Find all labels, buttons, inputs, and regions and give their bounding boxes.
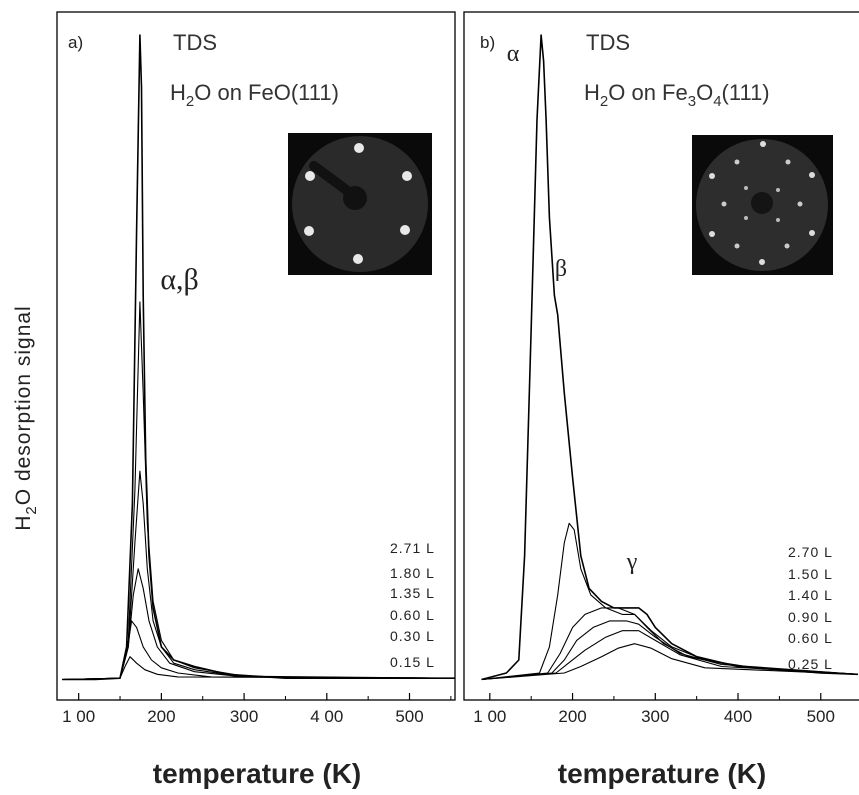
peak-annotation: β xyxy=(555,256,567,282)
series-line-0-90-l xyxy=(481,620,859,681)
system-title-part: H xyxy=(170,80,186,105)
legend-label: 1.35 L xyxy=(390,585,435,601)
panel-b-frame xyxy=(463,11,859,701)
system-title-part: H xyxy=(584,80,600,105)
panel-a-method: TDS xyxy=(173,30,217,55)
y-axis-label: H2O desorption signal xyxy=(12,305,40,530)
peak-annotation: α xyxy=(507,41,520,67)
system-title-part: (111) xyxy=(722,80,770,105)
panel-a-label: a) xyxy=(68,33,83,52)
series-line-0-25-l xyxy=(481,643,859,681)
legend-label: 1.80 L xyxy=(390,565,435,581)
legend-label: 1.50 L xyxy=(788,566,833,582)
legend-label: 0.90 L xyxy=(788,609,833,625)
x-tick-label: 1 00 xyxy=(62,707,95,726)
panel-a-frame xyxy=(56,11,456,701)
system-title-part: O xyxy=(696,80,713,105)
panel-a-leed-inset xyxy=(288,133,432,275)
legend-label: 2.71 L xyxy=(390,540,435,556)
legend-label: 0.25 L xyxy=(788,656,833,672)
series-line-2-71-l xyxy=(62,34,455,681)
panel-a-x-ticks: 1 00 200 300 4 00 500 xyxy=(62,693,452,726)
series-line-0-60-l xyxy=(481,630,859,681)
panel-a: a) TDS H2O on FeO(111) α,β 2.71 L 1.80 L 1… xyxy=(56,11,456,726)
system-title-part: 2 xyxy=(600,93,608,110)
system-title-part: O on Fe xyxy=(608,80,687,105)
peak-annotation: α,β xyxy=(160,263,198,296)
x-tick-label: 300 xyxy=(641,707,669,726)
panel-b-annotations: α β γ xyxy=(507,41,638,575)
x-tick-label: 200 xyxy=(558,707,586,726)
x-tick-label: 500 xyxy=(395,707,423,726)
system-title-part: 4 xyxy=(713,93,721,110)
panel-b-method: TDS xyxy=(586,30,630,55)
x-tick-label: 1 00 xyxy=(473,707,506,726)
x-axis-label-b: temperature (K) xyxy=(558,758,766,789)
panel-b-legend: 2.70 L 1.50 L 1.40 L 0.90 L 0.60 L 0.25 L xyxy=(788,544,833,672)
panel-a-system: H2O on FeO(111) xyxy=(170,80,339,110)
system-title-part: O on FeO(111) xyxy=(194,80,339,105)
panel-b: b) TDS H2O on Fe3O4(111) α β γ 2.70 L 1.50 … xyxy=(463,11,859,726)
peak-annotation: γ xyxy=(626,549,638,575)
legend-label: 1.40 L xyxy=(788,587,833,603)
x-axis-label-a: temperature (K) xyxy=(153,758,361,789)
legend-label: 0.60 L xyxy=(788,630,833,646)
x-tick-label: 200 xyxy=(147,707,175,726)
legend-label: 2.70 L xyxy=(788,544,833,560)
series-line-2-70-l xyxy=(481,34,859,681)
x-tick-label: 300 xyxy=(230,707,258,726)
x-tick-label: 400 xyxy=(724,707,752,726)
panel-a-plot xyxy=(62,34,456,681)
panel-a-legend: 2.71 L 1.80 L 1.35 L 0.60 L 0.30 L 0.15 L xyxy=(390,540,435,670)
panel-b-system: H2O on Fe3O4(111) xyxy=(584,80,770,110)
panel-b-x-ticks: 1 00 200 300 400 500 xyxy=(473,693,835,726)
legend-label: 0.30 L xyxy=(390,628,435,644)
x-tick-label: 4 00 xyxy=(310,707,343,726)
panel-b-plot xyxy=(481,34,859,681)
legend-label: 0.60 L xyxy=(390,607,435,623)
panel-a-annotations: α,β xyxy=(160,263,198,296)
system-title-part: 2 xyxy=(186,93,194,110)
panel-b-leed-inset xyxy=(692,135,833,275)
legend-label: 0.15 L xyxy=(390,654,435,670)
series-line-0-15-l xyxy=(62,656,456,681)
panel-b-label: b) xyxy=(480,33,495,52)
x-tick-label: 500 xyxy=(807,707,835,726)
system-title-part: 3 xyxy=(688,93,696,110)
series-line-0-30-l xyxy=(62,620,456,681)
